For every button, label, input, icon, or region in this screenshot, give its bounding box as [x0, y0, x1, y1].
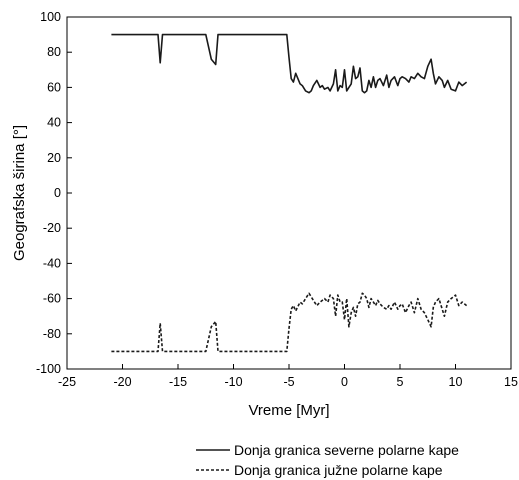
- y-axis-title: Geografska širina [°]: [11, 125, 28, 261]
- legend-label-south: Donja granica južne polarne kape: [234, 462, 443, 478]
- x-tick-label: -5: [283, 375, 294, 389]
- x-axis-ticks: -25 -20 -15 -10 -5 0 5 10 15: [58, 364, 518, 389]
- x-tick-label: -10: [224, 375, 242, 389]
- x-axis-title: Vreme [Myr]: [248, 402, 329, 419]
- x-tick-label: 0: [341, 375, 348, 389]
- legend: Donja granica severne polarne kape Donja…: [196, 442, 459, 478]
- y-tick-label: 80: [47, 45, 61, 59]
- x-tick-label: 15: [504, 375, 518, 389]
- y-tick-label: -80: [43, 327, 61, 341]
- y-tick-label: 60: [47, 80, 61, 94]
- series-line-north-cap: [111, 33, 468, 94]
- series-line-south-cap: [111, 292, 468, 353]
- y-tick-label: -20: [43, 221, 61, 235]
- series-layer: [111, 33, 468, 353]
- y-axis-ticks: -100 -80 -60 -40 -20 0 20 40 60 80 100: [36, 10, 72, 376]
- y-tick-label: 40: [47, 116, 61, 130]
- x-tick-label: -25: [58, 375, 76, 389]
- y-tick-label: -100: [36, 362, 61, 376]
- y-tick-label: 0: [54, 186, 61, 200]
- x-tick-label: -20: [113, 375, 131, 389]
- y-tick-label: 20: [47, 151, 61, 165]
- x-tick-label: 10: [449, 375, 463, 389]
- y-tick-label: 100: [40, 10, 61, 24]
- x-tick-label: -15: [169, 375, 187, 389]
- y-tick-label: -60: [43, 292, 61, 306]
- y-tick-label: -40: [43, 256, 61, 270]
- x-tick-label: 5: [397, 375, 404, 389]
- legend-label-north: Donja granica severne polarne kape: [234, 442, 459, 458]
